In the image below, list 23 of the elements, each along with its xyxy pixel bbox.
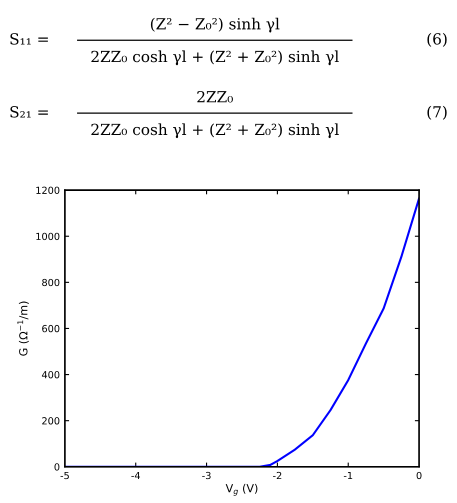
text: 2ZZ₀ cosh γl + (Z² + Z₀²) sinh γl <box>91 50 339 66</box>
text: (6) <box>427 32 447 47</box>
text: S₂₁ = <box>10 106 48 118</box>
y-tick-label: 1200 <box>36 186 60 194</box>
y-tick-label: 200 <box>42 417 60 425</box>
text: S₁₁ = <box>10 33 48 45</box>
text: (7) <box>427 106 447 120</box>
x-tick-label: -4 <box>131 472 140 480</box>
y-tick-label: 1000 <box>36 232 60 240</box>
y-axis-title: G (Ω$^{−1}$/m) <box>17 302 29 356</box>
x-tick-label: -5 <box>60 472 69 480</box>
x-tick-label: -2 <box>273 472 282 480</box>
y-tick-label: 600 <box>42 324 60 332</box>
text: 2ZZ₀ cosh γl + (Z² + Z₀²) sinh γl <box>91 123 339 138</box>
x-tick-label: -3 <box>202 472 211 480</box>
y-tick-label: 800 <box>42 278 60 286</box>
x-tick-label: -1 <box>344 472 352 480</box>
y-tick-label: 400 <box>42 371 60 378</box>
text: (Z² − Z₀²) sinh γl <box>150 18 280 33</box>
text: 2ZZ₀ <box>197 90 233 102</box>
x-axis-title: V$_{g}$ (V) <box>226 484 258 496</box>
x-tick-label: 0 <box>416 472 422 480</box>
y-tick-label: 0 <box>54 463 60 471</box>
